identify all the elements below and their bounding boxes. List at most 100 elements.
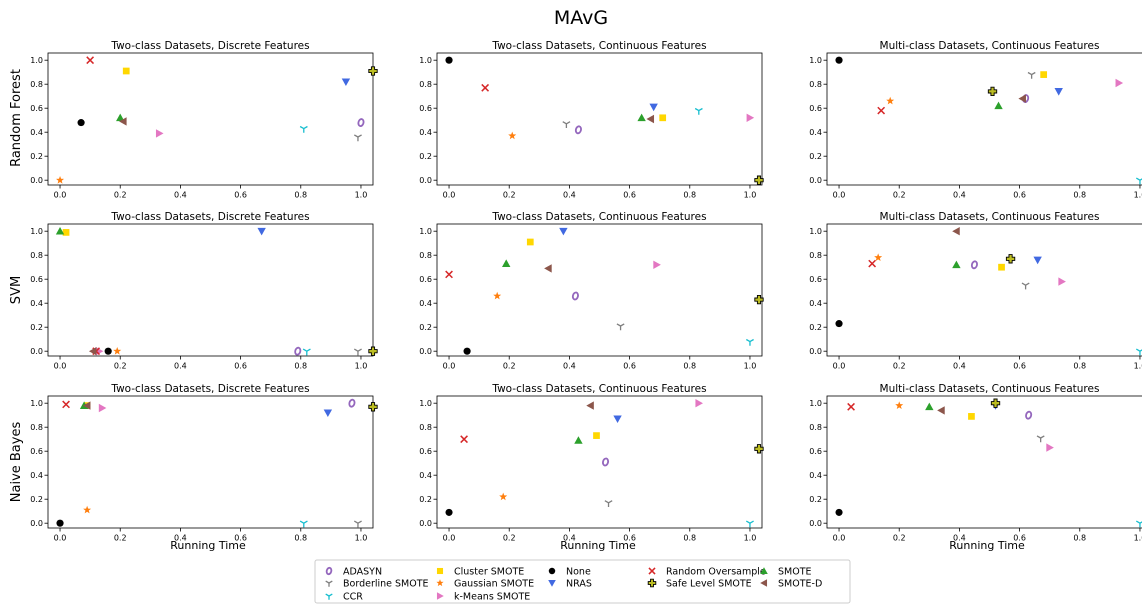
legend-label: NRAS [566, 579, 592, 590]
x-tick-label: 0.0 [54, 191, 67, 200]
y-tick-label: 1.0 [419, 227, 432, 236]
point-smote [502, 259, 511, 267]
point-cluster-smote [122, 67, 130, 75]
point-borderline-smote [1027, 71, 1036, 79]
y-tick-label: 0.8 [419, 80, 432, 89]
point-adasyn [571, 291, 579, 301]
x-tick-label: 0.8 [683, 362, 696, 371]
y-tick-label: 1.0 [30, 227, 43, 236]
legend-marker-ccr [325, 593, 333, 600]
y-tick-label: 0.6 [809, 275, 822, 284]
x-tick-label: 1.0 [355, 191, 368, 200]
legend-item-adasyn: ADASYN [325, 567, 382, 578]
x-tick-label: 0.6 [1013, 191, 1026, 200]
x-tick-label: 0.2 [893, 362, 906, 371]
x-tick-label: 0.4 [953, 191, 966, 200]
y-tick-label: 0.4 [809, 471, 822, 480]
point-none [835, 508, 843, 516]
plot-area-frame [47, 395, 374, 529]
x-tick-label: 0.6 [623, 362, 636, 371]
y-tick-label: 0.2 [419, 495, 432, 504]
point-safe-level-smote [368, 66, 378, 76]
legend-marker-gaussian-smote [436, 579, 444, 587]
subplot-r2-c3: Multi-class Datasets, Continuous Feature… [809, 211, 1142, 371]
x-tick-label: 0.4 [174, 362, 187, 371]
point-smote-d [88, 347, 97, 356]
legend-label: Safe Level SMOTE [666, 579, 752, 590]
point-borderline-smote [1036, 435, 1045, 443]
point-smote [637, 113, 646, 122]
subplot-r3-c2: Two-class Datasets, Continuous Features 0… [419, 383, 764, 543]
x-tick-label: 0.8 [1073, 362, 1086, 371]
point-gaussian-smote [499, 492, 508, 501]
point-safe-level-smote [754, 175, 764, 185]
point-nras [649, 103, 658, 112]
legend-label: None [566, 567, 591, 578]
point-borderline-smote [562, 121, 571, 128]
y-tick-label: 0.0 [809, 519, 822, 528]
point-none [445, 508, 453, 516]
point-adasyn [970, 260, 978, 270]
point-nras [341, 78, 351, 86]
legend-marker-smote-d [760, 579, 768, 587]
x-tick-label: 0.0 [833, 362, 846, 371]
legend-item-none: None [548, 567, 591, 578]
point-safe-level-smote [1005, 254, 1016, 264]
x-tick-label: 0.4 [953, 534, 966, 543]
y-tick-label: 0.6 [809, 447, 822, 456]
point-k-means-smote [155, 129, 164, 138]
point-ccr [1135, 177, 1142, 185]
y-tick-label: 0.0 [419, 347, 432, 356]
y-tick-label: 1.0 [30, 56, 43, 65]
plot-area-frame [47, 52, 374, 186]
point-cluster-smote [1040, 71, 1048, 78]
point-ccr [302, 348, 311, 356]
point-safe-level-smote [368, 346, 378, 356]
x-tick-label: 0.8 [1073, 191, 1086, 200]
point-adasyn [348, 398, 356, 408]
point-ccr [1135, 348, 1142, 356]
subplot-r3-c3: Multi-class Datasets, Continuous Feature… [809, 383, 1142, 543]
legend-marker-none [548, 567, 556, 575]
x-tick-label: 0.0 [833, 191, 846, 200]
x-tick-label: 0.8 [1073, 534, 1086, 543]
point-adasyn [1025, 410, 1033, 420]
x-tick-label: 0.6 [234, 362, 247, 371]
subplot-title: Multi-class Datasets, Continuous Feature… [880, 40, 1100, 52]
point-ccr [694, 107, 703, 115]
point-borderline-smote [353, 520, 362, 528]
point-cluster-smote [968, 413, 975, 420]
subplot-title: Two-class Datasets, Discrete Features [110, 211, 309, 223]
subplot-title: Two-class Datasets, Continuous Features [491, 211, 706, 223]
legend-marker-borderline-smote [325, 580, 333, 587]
point-borderline-smote [1021, 282, 1030, 290]
point-none [835, 320, 843, 328]
point-random-oversample [86, 56, 95, 65]
point-safe-level-smote [754, 444, 764, 454]
y-tick-label: 0.4 [30, 299, 43, 308]
point-ccr [745, 338, 754, 346]
x-tick-label: 0.0 [443, 191, 456, 200]
point-safe-level-smote [987, 86, 998, 97]
point-nras [559, 227, 568, 236]
x-tick-label: 0.2 [114, 362, 127, 371]
x-tick-label: 0.2 [503, 191, 516, 200]
y-tick-label: 1.0 [419, 56, 432, 65]
y-tick-label: 0.2 [809, 323, 822, 332]
point-k-means-smote [746, 113, 755, 122]
y-tick-label: 0.8 [809, 423, 822, 432]
point-random-oversample [481, 83, 490, 92]
y-tick-label: 0.6 [419, 104, 432, 113]
x-tick-label: 0.8 [683, 534, 696, 543]
y-tick-label: 0.4 [30, 471, 43, 480]
y-tick-label: 0.6 [30, 275, 43, 284]
subplot-title: Two-class Datasets, Discrete Features [110, 383, 309, 395]
x-tick-label: 0.6 [1013, 362, 1026, 371]
point-smote [952, 260, 961, 269]
x-tick-label: 0.8 [683, 191, 696, 200]
point-k-means-smote [695, 399, 704, 408]
point-gaussian-smote [886, 96, 895, 105]
point-smote [574, 436, 583, 444]
point-nras [323, 409, 333, 417]
